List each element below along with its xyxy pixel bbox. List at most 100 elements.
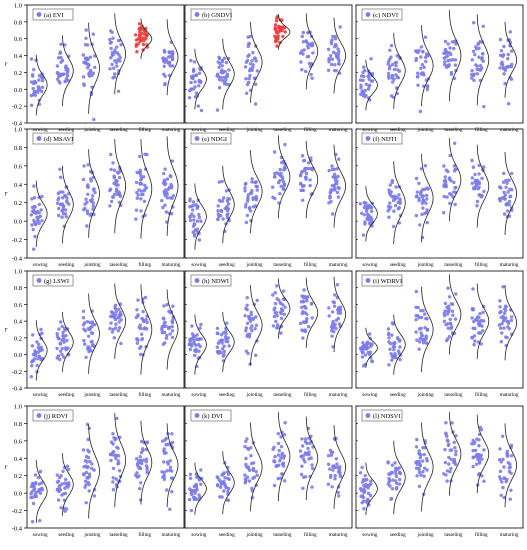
data-point <box>360 355 365 359</box>
data-point <box>65 196 69 200</box>
data-point <box>112 450 116 454</box>
x-tick-label: seeding <box>390 262 406 268</box>
data-point <box>35 340 39 344</box>
data-point <box>275 31 280 35</box>
data-point <box>222 56 227 60</box>
data-point <box>425 208 429 212</box>
data-point <box>425 87 430 92</box>
distribution-curve-seeding <box>62 165 74 244</box>
data-point <box>305 299 309 303</box>
data-point <box>60 215 64 219</box>
data-point <box>477 55 481 59</box>
distribution-curve-filling <box>140 139 153 239</box>
data-point <box>36 475 41 480</box>
data-point <box>477 172 481 176</box>
data-point <box>393 61 397 65</box>
plot-frame <box>26 270 185 389</box>
data-point <box>331 326 335 330</box>
data-point <box>117 190 121 194</box>
data-point <box>386 460 390 464</box>
x-tick-label: tasseling <box>273 392 292 398</box>
data-point <box>335 283 340 287</box>
distribution-curve-tasseling <box>278 278 291 339</box>
data-point <box>416 71 420 75</box>
stage-points-sowing <box>29 327 45 379</box>
data-point <box>443 301 448 306</box>
data-point <box>32 485 36 489</box>
data-point <box>501 457 505 462</box>
data-point <box>64 215 69 219</box>
data-point <box>301 336 305 340</box>
data-point <box>66 485 70 489</box>
data-point <box>163 203 167 207</box>
data-point <box>279 311 283 316</box>
data-point <box>86 66 90 70</box>
data-point <box>138 487 142 491</box>
data-point <box>86 185 90 189</box>
data-point <box>140 332 144 336</box>
y-tick-label: -0.2 <box>12 508 22 515</box>
data-point <box>139 345 143 349</box>
data-point <box>299 170 304 175</box>
distribution-curve-filling <box>476 14 490 106</box>
data-point <box>336 490 340 495</box>
data-point <box>32 196 37 200</box>
data-point <box>272 150 277 154</box>
data-point <box>333 186 337 190</box>
data-point <box>447 308 451 312</box>
data-point <box>142 327 146 331</box>
data-point <box>453 63 458 67</box>
data-point <box>220 64 224 68</box>
legend-box <box>32 8 74 21</box>
legend-label: (h) NDWI <box>202 278 229 285</box>
data-point <box>504 185 508 189</box>
distribution-curve-jointing <box>250 21 263 103</box>
data-point <box>283 166 287 170</box>
data-point <box>194 347 198 351</box>
data-point <box>306 46 310 50</box>
distribution-curve-sowing <box>194 314 207 375</box>
distribution-curve-maturing <box>333 144 347 228</box>
data-point <box>326 68 331 73</box>
data-point <box>139 38 143 43</box>
data-point <box>442 183 446 187</box>
data-point <box>425 84 430 89</box>
data-point <box>470 181 474 185</box>
data-point <box>115 64 119 68</box>
data-point <box>143 295 148 300</box>
data-point <box>276 432 280 436</box>
data-point <box>109 40 114 45</box>
data-point <box>502 326 506 330</box>
legend-label: (c) NDVI <box>373 12 398 19</box>
data-point <box>254 194 258 199</box>
data-point <box>450 309 455 313</box>
data-point <box>305 295 309 299</box>
data-point <box>502 465 506 469</box>
stage-points-sowing <box>358 57 375 102</box>
y-tick-label: 0.0 <box>14 219 22 226</box>
data-point <box>114 326 118 330</box>
data-point <box>358 202 362 206</box>
data-point <box>452 440 456 445</box>
data-point <box>226 340 230 344</box>
distribution-curve-maturing <box>504 151 518 236</box>
data-point <box>90 194 95 198</box>
distribution-curve-filling <box>476 283 490 359</box>
data-point <box>276 441 281 446</box>
data-point <box>498 477 503 481</box>
distribution-curve-filling <box>140 18 153 59</box>
data-point <box>509 194 513 198</box>
data-point <box>504 316 508 320</box>
data-point <box>446 322 450 326</box>
distribution-curve-filling <box>305 13 319 90</box>
data-point <box>503 311 507 315</box>
data-point <box>194 482 198 487</box>
data-point <box>303 175 308 180</box>
data-point <box>198 476 202 481</box>
data-point <box>171 304 175 308</box>
data-point <box>250 329 254 333</box>
data-point <box>391 478 395 482</box>
legend-label: (a) EVI <box>44 12 64 19</box>
data-point <box>330 38 334 42</box>
